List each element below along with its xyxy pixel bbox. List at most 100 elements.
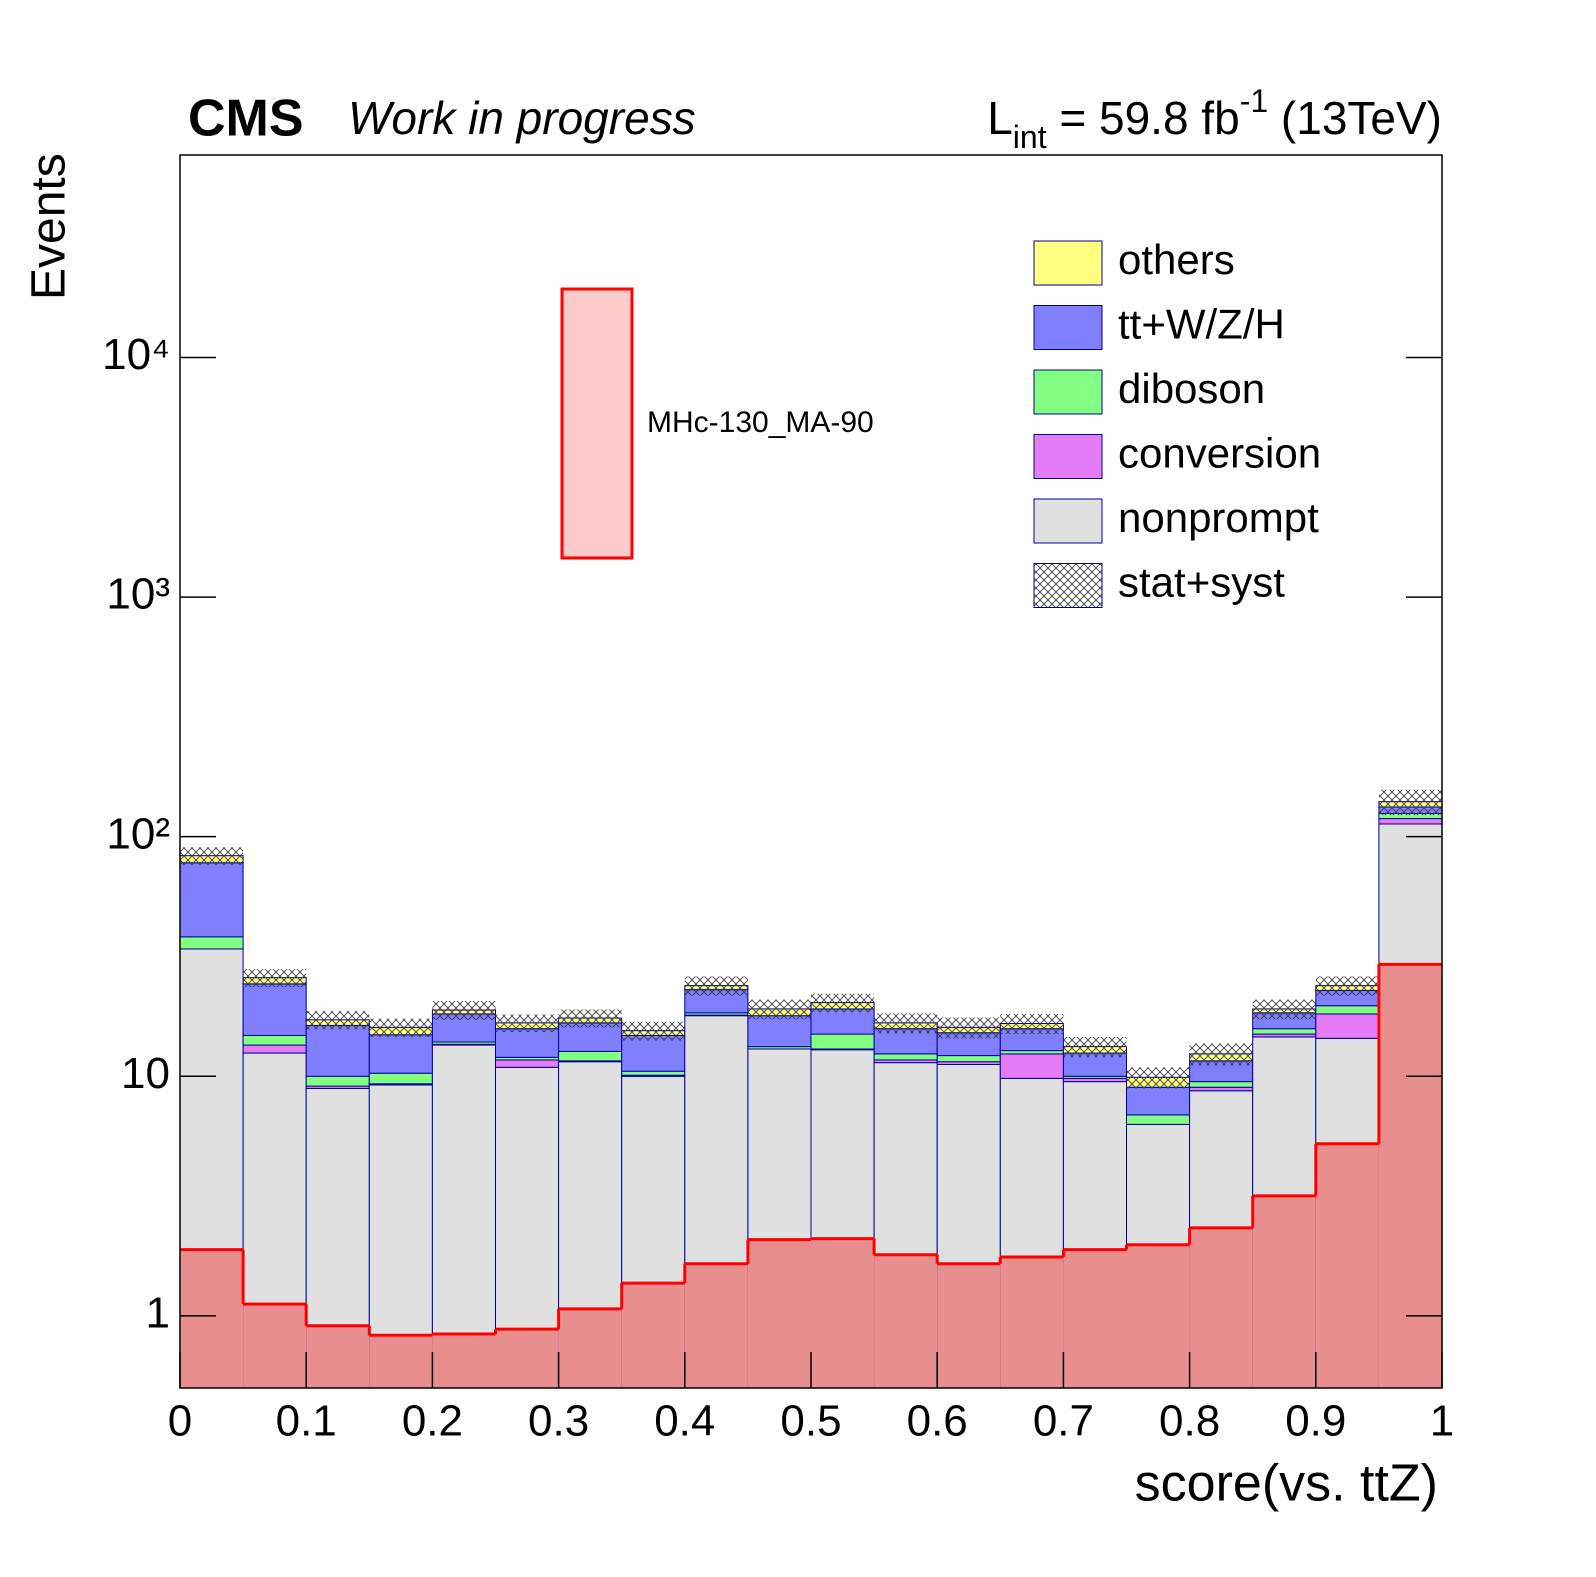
stack-segment xyxy=(810,1033,875,1050)
uncertainty-band xyxy=(1063,1036,1127,1058)
legend-label: conversion xyxy=(1118,430,1321,477)
lumi-label: Lint = 59.8 fb-1 (13TeV) xyxy=(987,83,1442,155)
y-tick-label: 1 xyxy=(146,1288,170,1337)
stack-segment xyxy=(936,1055,1001,1063)
stack-segment xyxy=(495,1059,560,1068)
stack-segment xyxy=(1378,818,1442,825)
experiment-label: CMS xyxy=(188,90,304,148)
signal-bar xyxy=(306,1325,370,1388)
lumi-suffix: (13TeV) xyxy=(1268,92,1442,144)
uncertainty-band xyxy=(811,993,875,1013)
uncertainty-band xyxy=(684,976,748,996)
uncertainty-band xyxy=(1126,1067,1190,1089)
signal-bar xyxy=(1315,1143,1379,1388)
signal-bar xyxy=(1063,1249,1127,1388)
legend-label: diboson xyxy=(1118,365,1265,412)
x-tick-label: 0.1 xyxy=(276,1397,337,1446)
uncertainty-band xyxy=(558,1009,622,1028)
x-tick-label: 0 xyxy=(168,1397,192,1446)
uncertainty-band xyxy=(1315,976,1379,996)
signal-bar xyxy=(432,1334,496,1388)
legend-swatch xyxy=(560,287,634,560)
stack-segment xyxy=(873,1053,938,1061)
lumi-superscript: -1 xyxy=(1240,83,1268,119)
uncertainty-band xyxy=(1189,1043,1253,1066)
x-tick-label: 0.2 xyxy=(402,1397,463,1446)
legend-swatch xyxy=(1033,434,1103,479)
stack-segment xyxy=(747,1015,812,1048)
signal-bar xyxy=(937,1263,1001,1388)
legend-swatch xyxy=(1033,498,1103,544)
legend-label: nonprompt xyxy=(1118,494,1319,541)
stack-segment xyxy=(1315,1013,1380,1039)
y-tick-label: 10⁴ xyxy=(102,330,170,379)
signal-bar xyxy=(180,1249,244,1388)
lumi-text: = 59.8 fb xyxy=(1047,92,1240,144)
stack-segment xyxy=(305,1024,370,1077)
x-tick-label: 0.8 xyxy=(1159,1397,1220,1446)
legend-swatch xyxy=(1033,563,1103,608)
signal-bar xyxy=(369,1335,433,1388)
y-tick-label: 10 xyxy=(121,1049,170,1098)
stack-segment xyxy=(242,1034,307,1046)
x-tick-label: 0.5 xyxy=(780,1397,841,1446)
lumi-symbol: L xyxy=(987,92,1013,144)
x-tick-label: 0.9 xyxy=(1285,1397,1346,1446)
stack-segment xyxy=(305,1075,370,1087)
signal-bar xyxy=(558,1308,622,1388)
stack-segment xyxy=(621,1034,686,1072)
signal-bar xyxy=(1000,1257,1064,1388)
stack-segment xyxy=(368,1072,433,1085)
uncertainty-band xyxy=(180,847,244,865)
signal-bar xyxy=(243,1304,307,1388)
stack-segment xyxy=(368,1034,433,1074)
legend-label: stat+syst xyxy=(1118,559,1285,606)
x-tick-label: 0.6 xyxy=(907,1397,968,1446)
status-label: Work in progress xyxy=(348,92,696,144)
uncertainty-band xyxy=(1000,1013,1064,1035)
uncertainty-band xyxy=(937,1017,1001,1039)
uncertainty-band xyxy=(1252,999,1316,1020)
uncertainty-band xyxy=(495,1014,559,1033)
stack-segment xyxy=(1126,1086,1191,1116)
signal-bar xyxy=(747,1239,811,1388)
stack-segment xyxy=(180,862,244,938)
plot-area xyxy=(180,789,1442,1388)
uncertainty-band xyxy=(369,1018,433,1037)
uncertainty-band xyxy=(432,1001,496,1020)
signal-bar xyxy=(1378,964,1442,1388)
stack-segment xyxy=(180,936,244,950)
stack-segment xyxy=(242,1044,307,1054)
legend-swatch xyxy=(1033,305,1103,350)
legend-label: others xyxy=(1118,236,1235,283)
legend-label: MHc-130_MA-90 xyxy=(647,406,874,439)
stack-segment xyxy=(999,1053,1064,1079)
uncertainty-band xyxy=(243,969,307,987)
signal-bar xyxy=(874,1254,938,1388)
uncertainty-band xyxy=(874,1013,938,1034)
signal-bar xyxy=(1252,1195,1316,1388)
legend-swatch xyxy=(1033,240,1103,286)
stack-segment xyxy=(1189,1086,1254,1092)
signal-bar xyxy=(1189,1227,1253,1388)
x-axis-title: score(vs. ttZ) xyxy=(1135,1455,1438,1513)
x-tick-label: 0.4 xyxy=(654,1397,715,1446)
legend-label: tt+W/Z/H xyxy=(1118,301,1285,348)
stack-segment xyxy=(558,1050,623,1062)
signal-bar xyxy=(495,1329,559,1388)
uncertainty-band xyxy=(1378,789,1442,816)
stack-segment xyxy=(621,1070,686,1076)
uncertainty-band xyxy=(306,1011,370,1030)
stack-segment xyxy=(810,1008,875,1035)
uncertainty-band xyxy=(747,999,811,1020)
stack-segment xyxy=(1252,1028,1317,1035)
stack-segment xyxy=(1189,1081,1254,1088)
stack-segment xyxy=(495,1028,560,1058)
y-axis-title: Events xyxy=(23,153,76,300)
legend-swatch xyxy=(1033,369,1103,415)
stack-segment xyxy=(242,983,307,1036)
signal-bar xyxy=(1126,1244,1190,1388)
stack-segment xyxy=(558,1022,623,1052)
x-tick-label: 0.7 xyxy=(1033,1397,1094,1446)
stack-segment xyxy=(1315,1005,1380,1015)
